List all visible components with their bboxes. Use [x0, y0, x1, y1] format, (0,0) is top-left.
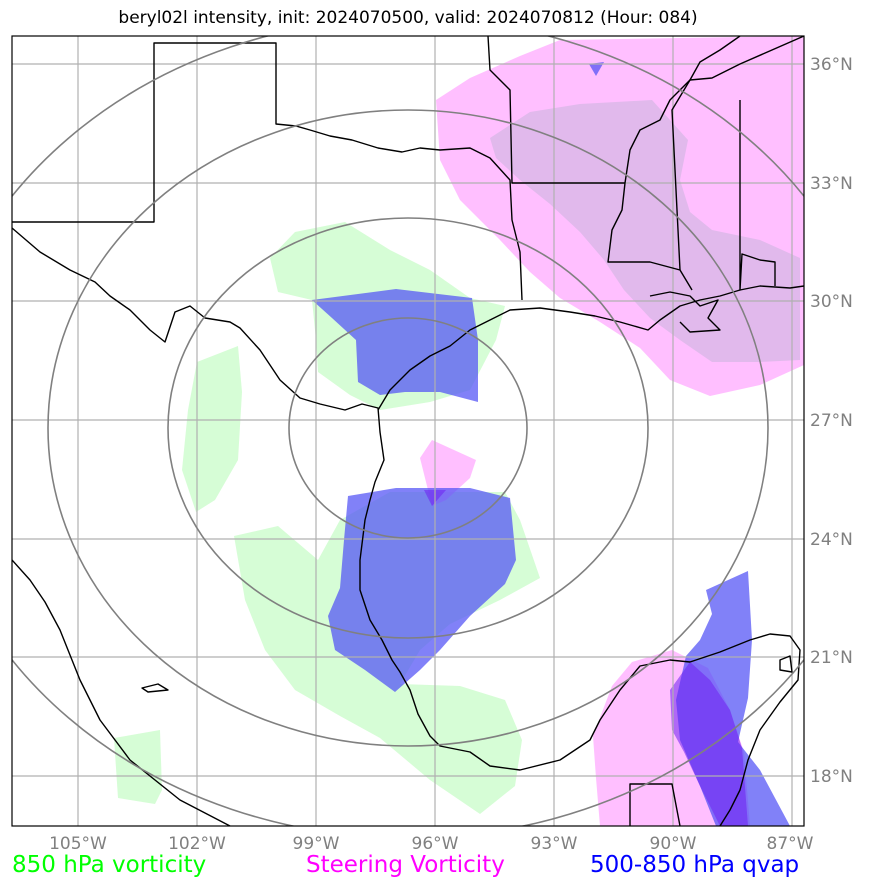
range-ring-3	[47, 109, 769, 747]
legend-850-vorticity: 850 hPa vorticity	[12, 852, 207, 878]
vort850-region-west	[182, 346, 242, 512]
coastlines	[12, 36, 804, 826]
lat-tick-label: 30°N	[810, 292, 853, 312]
lat-tick-label: 24°N	[810, 530, 853, 550]
lon-tick-label: 102°W	[168, 834, 226, 854]
qvap-region-small	[589, 62, 604, 76]
range-ring-2	[167, 217, 649, 639]
overlap-layer	[490, 100, 800, 362]
yucatan-coast	[689, 633, 801, 826]
map-frame	[11, 35, 805, 827]
small-island-west	[141, 683, 169, 693]
state-border-arkansas	[624, 36, 741, 184]
lat-tick-label: 27°N	[810, 411, 853, 431]
gulf-coast-texas	[12, 227, 691, 771]
state-border-ala-fla	[739, 100, 776, 291]
lat-tick-label: 21°N	[810, 648, 853, 668]
range-rings	[12, 36, 804, 826]
overlap-region-northeast	[490, 100, 800, 362]
lon-tick-label: 93°W	[531, 834, 578, 854]
us-border-west	[12, 42, 523, 301]
qvap-steering-overlap-south	[670, 662, 748, 826]
map-title: beryl02l intensity, init: 2024070500, va…	[118, 8, 698, 28]
lat-tick-label: 36°N	[810, 55, 853, 75]
cozumel-island	[779, 655, 793, 673]
lon-tick-label: 87°W	[767, 834, 814, 854]
mississippi-delta	[649, 291, 721, 333]
legend-qvap: 500-850 hPa qvap	[590, 852, 800, 878]
lat-tick-label: 33°N	[810, 174, 853, 194]
lon-tick-label: 96°W	[412, 834, 459, 854]
mexico-pacific-coast	[12, 559, 231, 826]
mexico-border-south	[629, 783, 681, 826]
lon-tick-label: 105°W	[49, 834, 107, 854]
state-border-alabama	[671, 36, 804, 271]
us-border-north	[487, 36, 625, 184]
lat-tick-label: 18°N	[810, 767, 853, 787]
legend-steering-vorticity: Steering Vorticity	[306, 852, 505, 878]
qvap-region-south	[328, 488, 516, 692]
gridlines	[12, 36, 804, 826]
lat-tick-labels: 36°N 33°N 30°N 27°N 24°N 21°N 18°N	[810, 55, 853, 787]
lon-tick-labels: 105°W 102°W 99°W 96°W 93°W 90°W 87°W	[49, 834, 814, 854]
lon-tick-label: 99°W	[293, 834, 340, 854]
qvap-region-north	[312, 289, 478, 402]
lon-tick-label: 90°W	[650, 834, 697, 854]
range-ring-1	[288, 317, 528, 539]
